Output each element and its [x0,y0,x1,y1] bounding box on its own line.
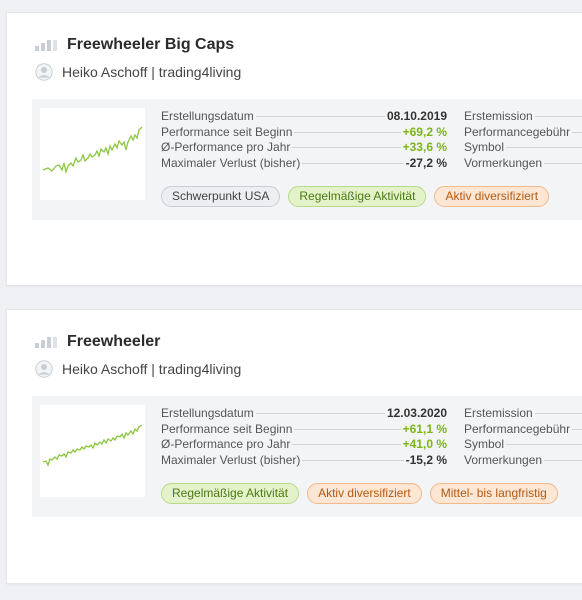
leader-line [506,444,582,445]
tag-badge[interactable]: Mittel- bis langfristig [429,483,558,504]
stat-value: +33,6 % [402,140,447,154]
author-row: Heiko Aschoff | trading4living [35,63,241,81]
stats-list-secondary: Erstemission Performancegebühr Symbol Vo… [464,109,582,171]
leader-line [255,116,385,117]
performance-sparkline [40,108,145,200]
stat-label: Ø-Performance pro Jahr [161,140,291,154]
stat-label: Vormerkungen [464,452,543,467]
stat-row: Performance seit Beginn +61,1 % [161,422,447,438]
stat-label: Performance seit Beginn [161,421,293,436]
stat-row: Symbol [464,437,582,453]
stat-value: 08.10.2019 [386,109,447,123]
stat-row: Maximaler Verlust (bisher) -15,2 % [161,453,447,469]
tag-badge[interactable]: Aktiv diversifiziert [307,483,422,504]
leader-line [294,428,401,430]
strategy-card[interactable]: Freewheeler Big Caps Heiko Aschoff | tra… [6,12,582,286]
performance-sparkline [40,405,145,497]
title-row: Freewheeler [35,333,160,351]
stat-label: Maximaler Verlust (bisher) [161,155,301,170]
stat-row: Maximaler Verlust (bisher) -27,2 % [161,156,447,172]
leader-line [302,162,404,164]
user-avatar-icon [35,63,53,81]
stat-value: +69,2 % [402,124,447,139]
stat-value: -27,2 % [405,155,447,170]
stat-row: Erstellungsdatum 12.03.2020 [161,406,447,422]
strategy-details: Erstellungsdatum 08.10.2019 Performance … [32,99,582,220]
author-row: Heiko Aschoff | trading4living [35,360,241,378]
leader-line [534,116,582,117]
leader-line [534,413,582,414]
stat-label: Erstemission [464,109,533,123]
leader-line [302,459,404,461]
stat-label: Maximaler Verlust (bisher) [161,452,301,467]
leader-line [572,428,582,430]
strategy-title[interactable]: Freewheeler [67,333,161,350]
stat-label: Performance seit Beginn [161,124,293,139]
stat-row: Ø-Performance pro Jahr +41,0 % [161,437,447,453]
leader-line [294,131,401,133]
stat-row: Erstemission [464,109,582,125]
tag-badge[interactable]: Regelmäßige Aktivität [161,483,300,504]
stat-value: 12.03.2020 [386,406,447,420]
stat-value: -15,2 % [405,452,447,467]
stat-label: Erstellungsdatum [161,109,254,123]
stat-row: Erstemission [464,406,582,422]
stat-row: Ø-Performance pro Jahr +33,6 % [161,140,447,156]
leader-line [544,162,582,164]
tag-list: Regelmäßige Aktivität Aktiv diversifizie… [161,483,558,504]
stat-label: Symbol [464,140,505,154]
tag-badge[interactable]: Aktiv diversifiziert [434,186,550,207]
stat-row: Performancegebühr [464,125,582,141]
strategy-card[interactable]: Freewheeler Heiko Aschoff | trading4livi… [6,309,582,584]
stat-row: Vormerkungen [464,453,582,469]
author-name[interactable]: Heiko Aschoff | trading4living [62,361,242,377]
stat-row: Performancegebühr [464,422,582,438]
author-name[interactable]: Heiko Aschoff | trading4living [62,64,242,80]
stat-value: +61,1 % [402,421,447,436]
user-avatar-icon [35,360,53,378]
leader-line [572,131,582,133]
tag-badge[interactable]: Schwerpunkt USA [161,186,281,207]
stat-row: Symbol [464,140,582,156]
tag-badge[interactable]: Regelmäßige Aktivität [288,186,427,207]
stat-row: Erstellungsdatum 08.10.2019 [161,109,447,125]
bar-chart-icon [35,336,59,348]
stats-list: Erstellungsdatum 12.03.2020 Performance … [161,406,447,468]
leader-line [544,459,582,461]
stat-label: Vormerkungen [464,155,543,170]
leader-line [255,413,385,414]
leader-line [292,444,401,445]
leader-line [506,147,582,148]
stats-list-secondary: Erstemission Performancegebühr Symbol Vo… [464,406,582,468]
stat-label: Erstellungsdatum [161,406,254,420]
bar-chart-icon [35,39,59,51]
leader-line [292,147,401,148]
title-row: Freewheeler Big Caps [35,36,234,54]
stat-label: Performancegebühr [464,421,571,436]
stat-label: Performancegebühr [464,124,571,139]
stats-list: Erstellungsdatum 08.10.2019 Performance … [161,109,447,171]
strategy-details: Erstellungsdatum 12.03.2020 Performance … [32,396,582,517]
stat-label: Erstemission [464,406,533,420]
stat-label: Ø-Performance pro Jahr [161,437,291,451]
tag-list: Schwerpunkt USA Regelmäßige Aktivität Ak… [161,186,550,207]
stat-value: +41,0 % [402,437,447,451]
stat-row: Vormerkungen [464,156,582,172]
stat-label: Symbol [464,437,505,451]
stat-row: Performance seit Beginn +69,2 % [161,125,447,141]
strategy-title[interactable]: Freewheeler Big Caps [67,36,235,53]
